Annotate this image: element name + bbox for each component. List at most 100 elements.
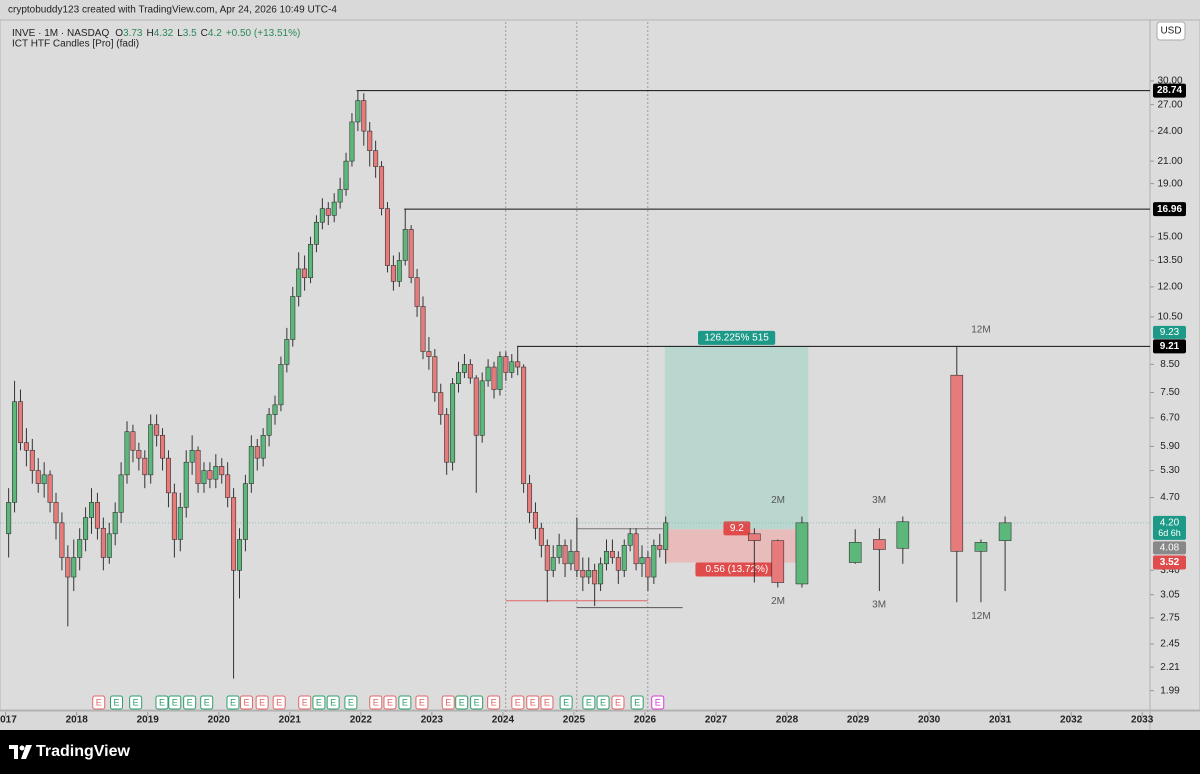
earnings-marker[interactable]	[298, 695, 312, 710]
candle-body	[266, 414, 272, 436]
candle-body	[6, 502, 12, 535]
earnings-marker[interactable]	[326, 695, 340, 710]
candle-body	[438, 392, 444, 415]
brand-logo	[9, 745, 32, 759]
y-tick-label: 5.90	[1160, 441, 1180, 452]
candle-body	[497, 356, 503, 390]
earnings-label: E	[563, 697, 569, 707]
earnings-marker[interactable]	[582, 695, 596, 710]
candle-body	[384, 208, 390, 266]
earnings-marker[interactable]	[109, 695, 123, 710]
earnings-marker[interactable]	[526, 695, 540, 710]
y-tick-label: 15.00	[1157, 231, 1182, 242]
candle-body	[521, 366, 527, 484]
y-tick-label: 1.99	[1160, 685, 1180, 696]
x-tick-label: 2026	[634, 715, 657, 726]
earnings-marker[interactable]	[383, 695, 397, 710]
candle-body	[556, 545, 562, 558]
price-badge-label: 28.74	[1157, 85, 1182, 96]
candle-body	[450, 383, 456, 463]
plot-area	[0, 19, 1200, 711]
x-tick-label: 2022	[350, 715, 373, 726]
x-tick-label: 2023	[421, 715, 444, 726]
earnings-marker[interactable]	[200, 695, 214, 710]
earnings-marker[interactable]	[255, 695, 269, 710]
earnings-marker[interactable]	[511, 695, 525, 710]
earnings-marker[interactable]	[344, 695, 358, 710]
candle-body	[663, 522, 669, 550]
price-badge-label: 9.21	[1160, 341, 1180, 352]
earnings-marker[interactable]	[398, 695, 412, 710]
candle-body	[183, 461, 189, 508]
candle-body	[142, 457, 148, 476]
x-tick-label: 2019	[137, 715, 160, 726]
currency-box[interactable]	[1156, 21, 1186, 41]
earnings-marker[interactable]	[470, 695, 484, 710]
earnings-marker[interactable]	[239, 695, 253, 710]
legend: INVE · 1M · NASDAQ O3.73 H4.32 L3.5 C4.2 +0.5…	[12, 28, 300, 39]
candle-body	[100, 527, 106, 558]
y-tick-label: 27.00	[1157, 99, 1182, 110]
stop-label: 0.56 (13.72%)	[705, 564, 768, 575]
earnings-marker[interactable]	[168, 695, 182, 710]
earnings-label: E	[600, 697, 606, 707]
earnings-marker[interactable]	[312, 695, 326, 710]
earnings-marker[interactable]	[441, 695, 455, 710]
legend-value: 3.5	[183, 28, 197, 39]
legend-change: +0.50 (+13.51%)	[226, 28, 301, 39]
legend-key: O	[115, 28, 123, 39]
legend-key: H	[147, 28, 154, 39]
footer	[0, 730, 1200, 774]
earnings-marker[interactable]	[559, 695, 573, 710]
earnings-marker[interactable]	[226, 695, 240, 710]
earnings-label: E	[655, 697, 661, 707]
earnings-marker[interactable]	[92, 695, 106, 710]
y-tick-label: 24.00	[1157, 126, 1182, 137]
candle-body	[896, 521, 910, 549]
candle-body	[974, 542, 988, 552]
candle-body	[586, 570, 592, 578]
candle-body	[538, 527, 544, 546]
candle-body	[94, 502, 100, 529]
earnings-marker[interactable]	[415, 695, 429, 710]
candle-body	[106, 533, 112, 558]
earnings-marker[interactable]	[272, 695, 286, 710]
candle-body	[124, 431, 130, 476]
candle-body	[479, 380, 485, 436]
earnings-label: E	[243, 697, 249, 707]
candle-body	[562, 545, 568, 565]
candle-body	[337, 189, 343, 203]
candle-body	[148, 424, 154, 476]
earnings-label: E	[187, 697, 193, 707]
earnings-marker[interactable]	[651, 695, 665, 710]
candle-body	[219, 466, 225, 476]
earnings-marker[interactable]	[540, 695, 554, 710]
earnings-marker[interactable]	[611, 695, 625, 710]
x-tick-label: 2031	[989, 715, 1012, 726]
earnings-marker[interactable]	[630, 695, 644, 710]
htf-label: 12M	[971, 611, 990, 622]
candle-body	[319, 208, 325, 223]
brand: TradingView	[36, 743, 131, 760]
price-badge-label: 4.20	[1160, 517, 1180, 528]
candle-body	[136, 449, 142, 459]
y-tick-label: 21.00	[1157, 156, 1182, 167]
earnings-marker[interactable]	[129, 695, 143, 710]
earnings-marker[interactable]	[369, 695, 383, 710]
earnings-label: E	[348, 697, 354, 707]
earnings-label: E	[113, 697, 119, 707]
y-tick-label: 6.70	[1160, 413, 1180, 424]
earnings-marker[interactable]	[487, 695, 501, 710]
earnings-label: E	[402, 697, 408, 707]
candle-body	[290, 296, 296, 340]
candle-body	[795, 522, 809, 585]
earnings-marker[interactable]	[596, 695, 610, 710]
earnings-marker[interactable]	[455, 695, 469, 710]
earnings-marker[interactable]	[183, 695, 197, 710]
candle-body	[165, 457, 171, 494]
htf-label: 3M	[872, 600, 886, 611]
legend-key: L	[177, 28, 183, 39]
candle-body	[748, 533, 761, 541]
earnings-marker[interactable]	[155, 695, 169, 710]
candle-body	[189, 449, 195, 463]
